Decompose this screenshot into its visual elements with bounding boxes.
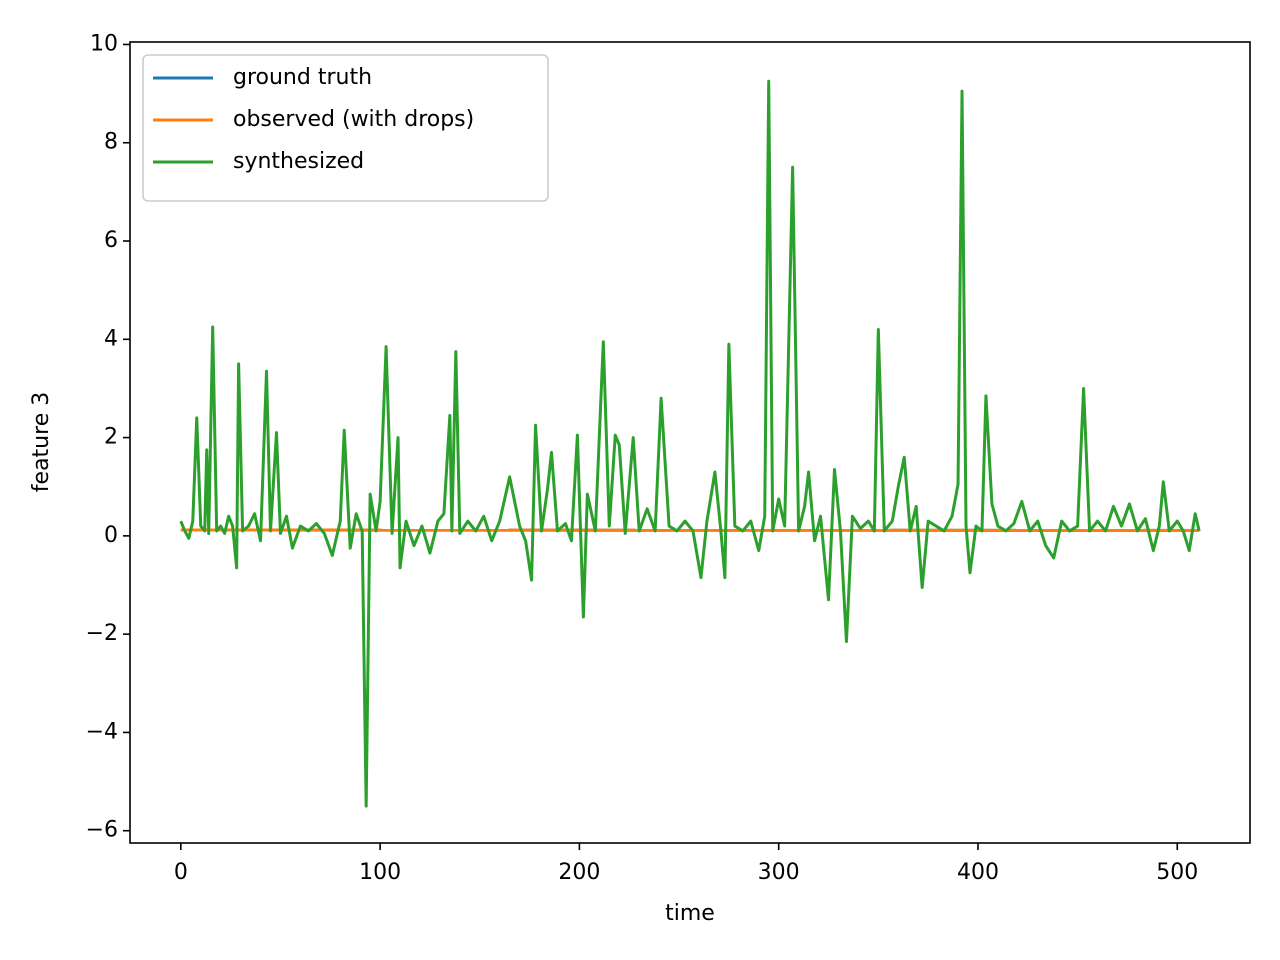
- x-tick-label: 300: [758, 860, 800, 885]
- x-tick-label: 200: [558, 860, 600, 885]
- y-tick-label: −6: [86, 818, 118, 843]
- legend-box: [142, 54, 549, 202]
- x-tick-label: 0: [174, 860, 188, 885]
- legend-label: observed (with drops): [233, 107, 474, 132]
- x-axis-label: time: [665, 901, 715, 926]
- y-tick-label: 2: [104, 425, 118, 450]
- y-tick-label: 6: [104, 228, 118, 253]
- y-tick-label: 10: [90, 31, 118, 56]
- y-tick-label: 4: [104, 326, 118, 351]
- legend-label: ground truth: [233, 65, 372, 90]
- legend-label: synthesized: [233, 149, 364, 174]
- x-tick-label: 100: [359, 860, 401, 885]
- y-tick-label: 8: [104, 130, 118, 155]
- y-axis-label: feature 3: [29, 392, 54, 492]
- series-line: [179, 79, 1201, 808]
- y-tick-label: −2: [86, 621, 118, 646]
- x-tick-label: 500: [1156, 860, 1198, 885]
- x-tick-label: 400: [957, 860, 999, 885]
- plot-frame: [129, 41, 1251, 844]
- y-tick-label: −4: [86, 719, 118, 744]
- y-tick-label: 0: [104, 523, 118, 548]
